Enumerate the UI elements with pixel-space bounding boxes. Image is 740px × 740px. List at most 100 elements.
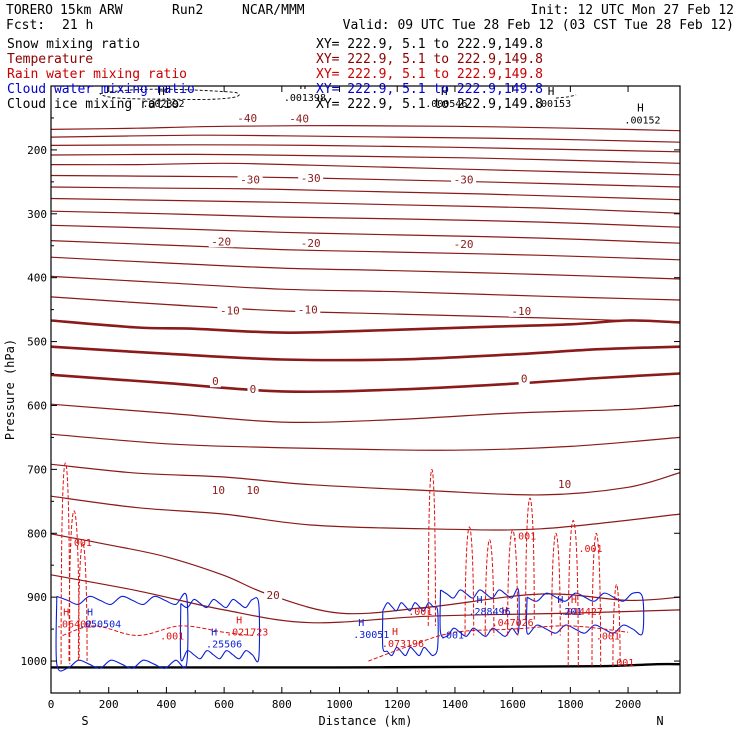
x-tick-label: 1000 [326, 698, 353, 711]
temperature-contour [51, 153, 680, 164]
plot-area: -40 -40 -30 -30 -30 -20 -20 -20 -10 -10 -10 0 0 0 10 10… [3, 79, 681, 728]
y-tick-label: 1000 [21, 655, 48, 668]
temperature-label: 10 [558, 478, 571, 491]
x-axis-title: Distance (km) [319, 714, 413, 728]
temperature-contour [51, 186, 680, 201]
cloud-water-max-value: .288496 [468, 607, 510, 618]
cloud-ice-max-value: .00152 [624, 115, 660, 126]
model-resolution: 15km ARW [60, 3, 123, 18]
temperature-label: -20 [301, 237, 321, 250]
temperature-label-bg [451, 237, 477, 250]
x-tick-label: 0 [48, 698, 55, 711]
model-org: NCAR/MMM [242, 3, 305, 18]
cloud-ice-contour [99, 88, 240, 100]
rain-water-contour [591, 532, 602, 667]
temperature-label-bg [209, 483, 228, 496]
temperature-label: 10 [212, 484, 225, 497]
rain-water-contour [507, 529, 519, 636]
rain-water-max-value: .06402 [56, 619, 92, 630]
cloud-ice-max-value: .000546 [425, 99, 467, 110]
forecast-hour: 21 h [62, 18, 93, 33]
rain-water-label: .001 [610, 658, 634, 669]
cloud-ice-max-value: .002392 [142, 99, 184, 110]
rain-water-max-value: .047026 [492, 618, 534, 629]
temperature-label: 0 [212, 375, 219, 388]
rain-water-max-value: .073196 [382, 639, 424, 650]
temperature-label: -30 [454, 173, 474, 186]
x-tick-label: 1600 [499, 698, 526, 711]
south-label: S [81, 714, 88, 728]
legend-item-xy: XY= 222.9, 5.1 to 222.9,149.8 [316, 82, 543, 97]
rain-water-contour [62, 625, 254, 637]
y-tick-label: 400 [27, 272, 47, 285]
x-tick-label: 1200 [384, 698, 411, 711]
temperature-contour [51, 162, 680, 176]
y-tick-label: 200 [27, 144, 47, 157]
temperature-label-bg [264, 589, 283, 602]
rain-water-contour [68, 510, 80, 662]
temperature-label-bg [209, 375, 221, 388]
temperature-label: -30 [301, 172, 321, 185]
rain-water-label: .001 [68, 538, 92, 549]
x-tick-label: 400 [156, 698, 176, 711]
model-run: Run2 [172, 3, 203, 18]
temperature-label-bg [555, 478, 574, 491]
cloud-ice-max-marker: H [158, 85, 165, 98]
temperature-label-bg [508, 304, 534, 317]
rain-water-contour [484, 539, 495, 636]
temperature-contour [51, 433, 680, 451]
rain-water-max-value: .014427 [561, 607, 603, 618]
rain-water-contour [60, 462, 71, 665]
temperature-label-bg [298, 172, 324, 185]
cloud-water-max-marker: H [358, 618, 364, 629]
legend-item-xy: XY= 222.9, 5.1 to 222.9,149.8 [316, 67, 543, 82]
temperature-contour [51, 319, 680, 334]
cloud-water-max-marker: H [87, 607, 93, 618]
cloud-water-max-marker: H [557, 595, 563, 606]
temperature-label: -10 [511, 305, 531, 318]
chart-legend: Snow mixing ratio XY= 222.9, 5.1 to 222.9… [7, 37, 543, 112]
rain-water-label: .001 [408, 607, 432, 618]
legend-item-xy: XY= 222.9, 5.1 to 222.9,149.8 [316, 52, 543, 67]
temperature-label-bg [451, 173, 477, 186]
plot-frame [50, 85, 681, 694]
legend-item-name: Temperature [7, 52, 93, 67]
y-tick-label: 600 [27, 399, 47, 412]
temperature-label-bg [234, 111, 260, 124]
snow-label: .001 [440, 631, 464, 642]
legend-item-xy: XY= 222.9, 5.1 to 222.9,149.8 [316, 37, 543, 52]
rain-water-label: .001 [512, 532, 536, 543]
cloud-water-contour [439, 588, 520, 638]
rain-water-max-marker: H [392, 627, 398, 638]
y-axis-title: Pressure (hPa) [3, 339, 17, 440]
temperature-contour [51, 296, 680, 323]
y-tick-label: 300 [27, 208, 47, 221]
temperature-label: -40 [289, 113, 309, 126]
temperature-contour [51, 345, 680, 362]
legend-item-xy: XY= 222.9, 5.1 to 222.9,149.8 [316, 97, 543, 112]
temperature-label: -20 [211, 235, 231, 248]
chart-header: TORERO 15km ARW Run2 NCAR/MMM Init: 12 U… [6, 3, 734, 33]
temperature-label: -20 [454, 238, 474, 251]
temperature-contour [51, 240, 680, 261]
legend-item-name: Cloud water mixing ratio [7, 82, 195, 97]
temperature-contour [51, 256, 680, 280]
rain-water-contour [427, 468, 436, 626]
rain-water-max-marker: H [236, 616, 242, 627]
cloud-water-max-value: .30051 [353, 630, 389, 641]
cloud-ice-max-marker: H [300, 79, 307, 92]
temperature-label: -30 [240, 173, 260, 186]
rain-water-label: .001 [160, 631, 184, 642]
cloud-water-contour [55, 592, 189, 672]
temperature-contour [51, 134, 680, 143]
x-tick-label: 200 [99, 698, 119, 711]
forecast-label: Fcst: [6, 18, 45, 33]
rain-water-contour [551, 532, 561, 636]
temperature-label-bg [298, 237, 324, 250]
cloud-water-max-value: .050504 [79, 619, 121, 630]
cloud-ice-contour [555, 94, 577, 99]
cloud-ice-max-value: .001398 [284, 93, 326, 104]
x-tick-label: 2000 [615, 698, 642, 711]
x-tick-label: 800 [272, 698, 292, 711]
